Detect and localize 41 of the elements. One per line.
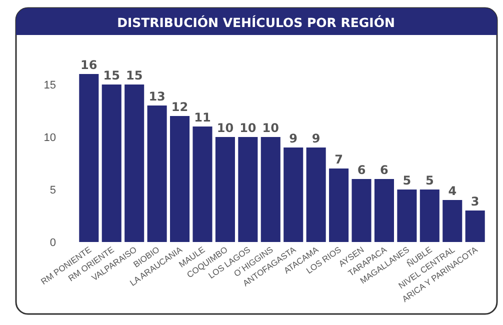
bar <box>260 137 280 242</box>
data-label: 12 <box>171 100 188 114</box>
bar <box>170 116 190 242</box>
bar <box>465 210 485 242</box>
data-label: 11 <box>194 110 211 124</box>
y-tick-label: 0 <box>50 237 56 249</box>
bar <box>215 137 235 242</box>
data-label: 9 <box>289 132 298 146</box>
bar <box>397 190 417 242</box>
y-tick-label: 15 <box>44 80 56 92</box>
data-label: 13 <box>148 90 166 104</box>
data-label: 16 <box>80 58 98 72</box>
data-label: 3 <box>470 194 480 208</box>
bar <box>442 200 462 242</box>
data-label: 15 <box>103 68 120 82</box>
y-tick-label: 5 <box>50 184 56 196</box>
bar <box>124 84 144 242</box>
bar <box>192 126 212 242</box>
bar <box>238 137 258 242</box>
data-label: 10 <box>262 121 279 135</box>
data-label: 6 <box>357 163 366 177</box>
data-label: 9 <box>312 132 320 146</box>
bar <box>284 148 304 242</box>
bar <box>79 74 99 242</box>
bar <box>306 148 326 242</box>
data-label: 4 <box>448 184 457 198</box>
data-label: 6 <box>380 163 388 177</box>
bar <box>329 168 349 242</box>
data-label: 10 <box>216 121 234 135</box>
data-label: 5 <box>425 174 434 188</box>
data-label: 10 <box>240 121 256 135</box>
data-label: 15 <box>126 68 143 82</box>
chart-title: DISTRIBUCIÓN VEHÍCULOS POR REGIÓN <box>117 15 395 30</box>
bar <box>102 84 122 242</box>
y-tick-label: 10 <box>44 132 56 144</box>
bar <box>352 179 372 242</box>
data-label: 5 <box>402 174 412 188</box>
bar <box>420 190 440 242</box>
bar <box>147 106 167 242</box>
bar <box>374 179 394 242</box>
data-label: 7 <box>334 152 343 166</box>
